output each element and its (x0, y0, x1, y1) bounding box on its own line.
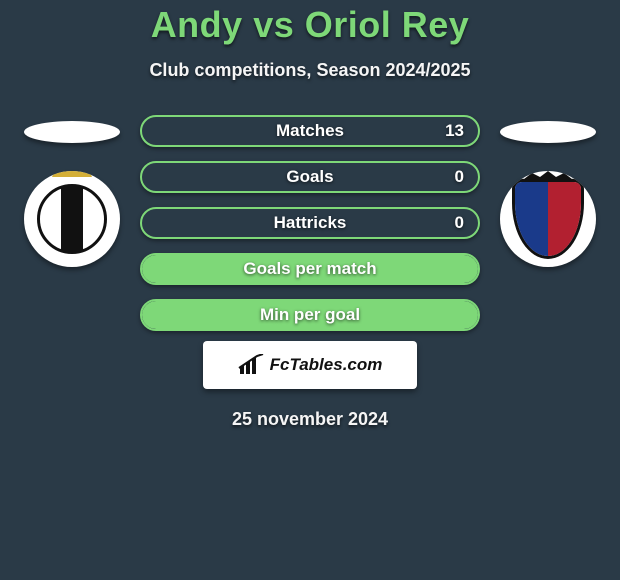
right-player-placeholder (500, 121, 596, 143)
stat-label: Goals (286, 167, 333, 187)
page-title: Andy vs Oriol Rey (0, 4, 620, 46)
stat-label: Hattricks (274, 213, 347, 233)
comparison-card: Andy vs Oriol Rey Club competitions, Sea… (0, 0, 620, 430)
stat-label: Min per goal (260, 305, 360, 325)
stat-right-value: 0 (455, 213, 464, 233)
stat-row-matches: Matches 13 (140, 115, 480, 147)
stat-row-goals: Goals 0 (140, 161, 480, 193)
left-player-col (24, 115, 120, 267)
stat-label: Goals per match (243, 259, 376, 279)
main-row: Matches 13 Goals 0 Hattricks 0 Goals per… (0, 115, 620, 331)
stats-column: Matches 13 Goals 0 Hattricks 0 Goals per… (140, 115, 480, 331)
crown-icon (52, 171, 92, 177)
stat-row-goals-per-match: Goals per match (140, 253, 480, 285)
subtitle: Club competitions, Season 2024/2025 (0, 60, 620, 81)
shield-icon (512, 179, 584, 259)
left-player-placeholder (24, 121, 120, 143)
chart-icon (238, 354, 264, 376)
right-player-col (500, 115, 596, 267)
stat-right-value: 0 (455, 167, 464, 187)
brand-box[interactable]: FcTables.com (203, 341, 417, 389)
brand-text: FcTables.com (270, 355, 383, 375)
left-club-badge (24, 171, 120, 267)
stat-label: Matches (276, 121, 344, 141)
badge-inner (37, 184, 107, 254)
stat-row-hattricks: Hattricks 0 (140, 207, 480, 239)
stat-row-min-per-goal: Min per goal (140, 299, 480, 331)
stat-right-value: 13 (445, 121, 464, 141)
date-text: 25 november 2024 (0, 409, 620, 430)
right-club-badge (500, 171, 596, 267)
